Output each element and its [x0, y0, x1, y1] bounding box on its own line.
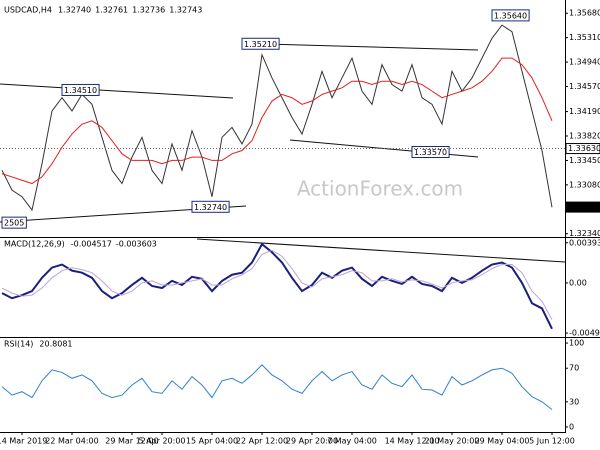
y-tick-label: 1.35680 [569, 9, 600, 18]
panel-reading: 1.32736 [132, 6, 165, 15]
x-tick-label: 15 Apr 04:00 [186, 437, 238, 446]
trendline [196, 238, 566, 263]
panel-reading: 1.32743 [169, 6, 202, 15]
panel-reading: 20.8081 [39, 340, 72, 349]
annotation-label: 1.34510 [64, 86, 97, 95]
price-label-box [565, 143, 600, 155]
x-tick-label: 14 May 12:00 [385, 437, 440, 446]
x-tick-label: 29 May 04:00 [475, 437, 530, 446]
annotation-label: 1.32740 [194, 203, 227, 212]
frame [0, 0, 600, 433]
price-label-box [565, 201, 600, 213]
y-tick-label: -0.004919 [569, 329, 600, 338]
y-tick-label: 30 [569, 397, 579, 406]
x-tick-label: 22 Mar 04:00 [45, 437, 98, 446]
panel-title: MACD(12,26,9) [4, 240, 65, 249]
y-tick-label: 1.33080 [569, 180, 600, 189]
x-tick-label: 14 Mar 2019 [0, 437, 47, 446]
x-tick-label: 22 Apr 12:00 [236, 437, 288, 446]
panel-reading: 1.32740 [58, 6, 91, 15]
y-tick-label: 1.32340 [569, 229, 600, 238]
x-tick-label: 21 May 20:00 [425, 437, 480, 446]
y-tick-label: 0.00 [569, 278, 587, 287]
y-tick-label: 0 [569, 422, 574, 431]
series-line [1, 242, 553, 330]
trendline [0, 83, 234, 99]
panel-title: RSI(14) [4, 340, 33, 349]
y-tick-label: 1.33450 [569, 156, 600, 165]
x-tick-label: 29 Apr 20:00 [286, 437, 338, 446]
y-tick-label: 1.34940 [569, 58, 600, 67]
y-tick-label: 0.003933 [569, 238, 600, 247]
annotation-box [491, 9, 530, 22]
x-tick-label: 5 Apr 20:00 [138, 437, 185, 446]
y-tick-label: 1.34570 [569, 82, 600, 91]
annotation-label: 1.33570 [414, 148, 447, 157]
panel-reading: -0.004517 [71, 240, 112, 249]
y-tick-label: 1.35310 [569, 33, 600, 42]
panel-reading: -0.003603 [116, 240, 157, 249]
x-tick-label: 7 May 04:00 [327, 437, 377, 446]
annotation-label: 1.35640 [494, 11, 527, 20]
annotation-box [61, 83, 100, 96]
y-tick-label: 1.33820 [569, 132, 600, 141]
annotation-box [241, 37, 280, 50]
watermark: ActionForex.com [297, 177, 463, 201]
series-line [1, 57, 553, 185]
trendline [264, 43, 479, 51]
series-line [1, 249, 553, 320]
x-tick-label: 29 Mar 12:00 [105, 437, 158, 446]
annotation-label: 1.35210 [244, 40, 277, 49]
annotation-box [191, 200, 230, 213]
panel-title: USDCAD,H4 [4, 6, 52, 15]
annotation-label: 2505 [4, 219, 24, 228]
annotation-box [1, 216, 27, 229]
price-label: 1.32743 [568, 203, 600, 212]
y-tick-label: 70 [569, 364, 579, 373]
series-line [1, 364, 553, 410]
x-tick-label: 5 Jun 12:00 [529, 437, 575, 446]
series-line [1, 24, 553, 212]
price-label: 1.33630 [568, 144, 600, 153]
panel-reading: 1.32761 [95, 6, 128, 15]
y-tick-label: 1.34190 [569, 107, 600, 116]
y-tick-label: 100 [569, 339, 584, 348]
annotation-box [411, 146, 450, 159]
